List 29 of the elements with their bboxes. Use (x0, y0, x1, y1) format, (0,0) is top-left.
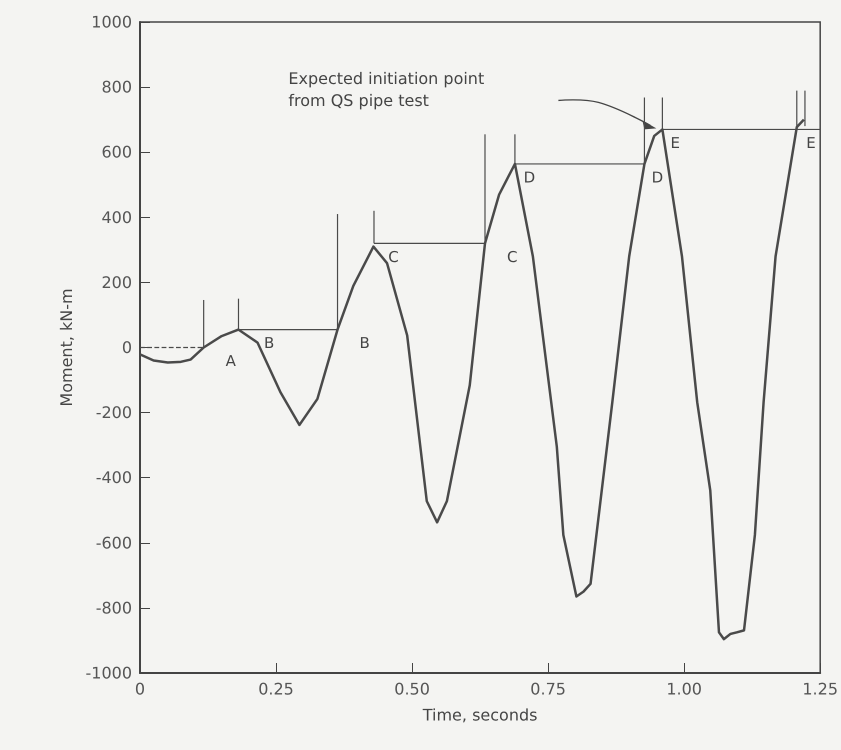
x-tick-label: 1.25 (802, 680, 838, 698)
annotation: Expected initiation point from QS pipe test (288, 68, 484, 110)
x-axis-title: Time, seconds (422, 706, 538, 724)
annotation: A (226, 352, 237, 370)
x-tick-label: 0.75 (530, 680, 566, 698)
y-tick-label: 800 (101, 78, 132, 97)
annotation: B (264, 334, 274, 352)
y-tick-label: 600 (101, 142, 132, 162)
y-axis-title: Moment, kN-m (57, 288, 76, 407)
annotation: E (670, 134, 680, 152)
y-tick-label: 1000 (91, 12, 132, 32)
x-tick-label: 0 (134, 680, 146, 698)
y-tick-label: 200 (101, 272, 132, 292)
x-tick-label: 0.25 (258, 680, 294, 698)
annotation: E (806, 134, 816, 152)
x-tick-label: 1.00 (666, 680, 702, 698)
annotation: C (506, 248, 518, 266)
y-tick-label: -200 (96, 403, 132, 422)
y-tick-label: 400 (101, 208, 132, 227)
annotation: B (360, 334, 370, 352)
y-tick-label: 0 (122, 338, 132, 357)
annotation: D (524, 168, 536, 186)
y-tick-label: -800 (96, 598, 132, 618)
y-tick-label: -600 (96, 533, 132, 552)
annotation: D (652, 168, 664, 186)
y-tick-label: -1000 (86, 664, 132, 682)
x-tick-label: 0.50 (394, 680, 430, 698)
annotation: C (388, 248, 399, 266)
y-tick-label: -400 (96, 468, 132, 488)
